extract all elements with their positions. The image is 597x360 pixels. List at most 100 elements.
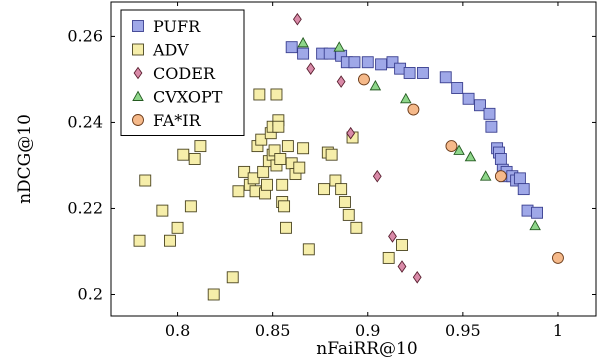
data-point: [261, 178, 273, 191]
data-point: [416, 67, 429, 79]
data-point: [531, 206, 543, 219]
data-point: [278, 200, 291, 213]
data-point: [350, 221, 363, 234]
data-point: [369, 79, 382, 91]
data-point: [386, 56, 399, 69]
data-point: [302, 243, 315, 256]
x-tick-label: 0.85: [255, 321, 291, 340]
data-point: [272, 120, 285, 133]
x-tick-label: 1: [553, 321, 563, 340]
data-point: [485, 120, 498, 133]
data-point: [238, 165, 251, 178]
data-point: [474, 99, 486, 112]
data-point: [400, 92, 412, 104]
data-point: [464, 150, 477, 162]
legend-label: PUFR: [153, 17, 201, 36]
legend-label: FA*IR: [153, 111, 202, 130]
data-point: [453, 144, 465, 155]
legend-label: CODER: [153, 64, 216, 83]
y-tick-label: 0.26: [67, 26, 103, 45]
data-point: [407, 103, 420, 116]
data-point: [276, 178, 289, 191]
data-point: [494, 170, 507, 183]
data-point: [297, 142, 310, 155]
data-point: [388, 230, 397, 243]
data-point: [513, 172, 526, 185]
data-point: [139, 174, 152, 187]
series-adv: [133, 88, 408, 301]
series-coder: [292, 12, 422, 284]
data-point: [253, 88, 266, 101]
data-point: [270, 88, 283, 101]
data-point: [348, 56, 361, 69]
data-point: [297, 47, 310, 60]
data-point: [293, 161, 306, 174]
data-point: [372, 169, 382, 183]
legend-marker: [132, 90, 144, 101]
data-point: [207, 288, 220, 301]
data-point: [529, 219, 541, 231]
data-point: [325, 148, 338, 161]
legend-item-fa-ir: FA*IR: [132, 111, 202, 130]
series-fa-ir: [358, 73, 564, 264]
data-point: [280, 221, 292, 234]
legend-marker: [133, 66, 143, 80]
data-point: [494, 153, 507, 165]
data-point: [171, 221, 184, 234]
legend-item-adv: ADV: [132, 41, 189, 60]
y-tick-label: 0.2: [78, 284, 103, 303]
data-point: [297, 36, 309, 48]
data-point: [479, 170, 492, 181]
legend-marker: [132, 20, 144, 32]
data-points: [133, 12, 564, 301]
data-point: [439, 71, 452, 84]
x-tick-label: 0.95: [445, 321, 481, 340]
x-axis-label: nFaiRR@10: [316, 339, 417, 359]
data-point: [318, 183, 330, 196]
data-point: [156, 204, 169, 217]
data-point: [483, 107, 496, 120]
y-ticks: 0.2 0.22 0.24 0.26: [67, 26, 596, 303]
data-point: [323, 47, 336, 60]
data-point: [232, 185, 245, 198]
data-point: [133, 234, 146, 247]
legend-item-pufr: PUFR: [132, 17, 201, 36]
legend-item-cvxopt: CVXOPT: [132, 88, 223, 107]
y-tick-label: 0.22: [67, 198, 103, 217]
y-axis-label: nDCG@10: [15, 114, 35, 204]
data-point: [335, 183, 348, 196]
data-point: [257, 165, 270, 178]
data-point: [281, 140, 294, 153]
legend: PUFR ADV CODER CVXOPT FA*IR: [120, 9, 245, 136]
data-point: [285, 41, 298, 54]
data-point: [412, 271, 422, 284]
data-point: [226, 271, 239, 284]
data-point: [382, 251, 395, 264]
data-point: [274, 153, 287, 165]
legend-marker: [132, 43, 144, 56]
data-point: [247, 172, 260, 185]
data-point: [342, 208, 355, 221]
legend-marker: [132, 114, 144, 126]
data-point: [361, 56, 374, 69]
data-point: [306, 62, 316, 75]
data-point: [462, 92, 475, 105]
y-tick-label: 0.24: [67, 112, 103, 131]
data-point: [346, 126, 356, 140]
data-point: [164, 234, 176, 247]
data-point: [177, 148, 190, 161]
legend-label: CVXOPT: [153, 88, 223, 107]
x-tick-label: 0.8: [165, 321, 190, 340]
data-point: [445, 140, 458, 153]
legend-label: ADV: [152, 41, 189, 60]
data-point: [451, 82, 464, 94]
data-point: [184, 200, 197, 213]
data-point: [292, 12, 302, 26]
x-ticks: 0.8 0.85 0.9 0.95 1: [165, 2, 563, 340]
data-point: [194, 140, 207, 153]
x-tick-label: 0.9: [355, 321, 380, 340]
data-point: [336, 75, 346, 88]
data-point: [517, 183, 530, 196]
data-point: [552, 251, 564, 264]
